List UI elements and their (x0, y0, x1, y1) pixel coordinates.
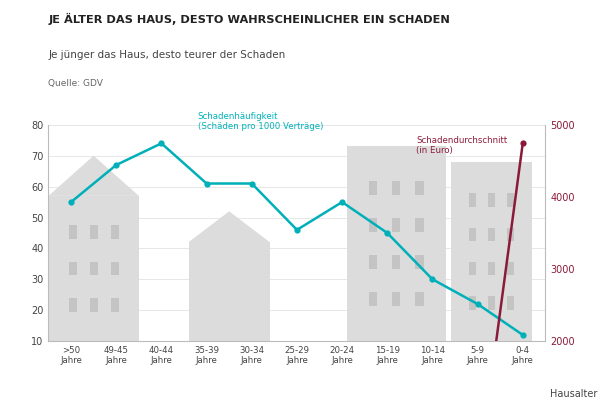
Bar (48, 196, 139, 341)
Polygon shape (48, 156, 139, 196)
Bar (369, 255, 377, 269)
Bar (68, 298, 76, 312)
Bar (488, 296, 494, 310)
Polygon shape (188, 211, 270, 242)
Bar (507, 228, 513, 241)
Bar (369, 181, 377, 195)
Bar (392, 181, 401, 195)
Bar (488, 228, 494, 241)
Text: Schadenhäufigkeit
(Schäden pro 1000 Verträge): Schadenhäufigkeit (Schäden pro 1000 Vert… (198, 111, 323, 131)
Bar (469, 296, 476, 310)
Bar (416, 292, 424, 306)
Bar (507, 296, 513, 310)
Bar (111, 262, 119, 275)
Bar (111, 225, 119, 239)
Bar (90, 262, 98, 275)
Bar (416, 181, 424, 195)
Bar (416, 255, 424, 269)
Bar (90, 298, 98, 312)
Bar (450, 162, 532, 341)
Text: Je jünger das Haus, desto teurer der Schaden: Je jünger das Haus, desto teurer der Sch… (48, 50, 286, 60)
Bar (369, 218, 377, 232)
Bar (488, 262, 494, 275)
Bar (392, 218, 401, 232)
Bar (469, 228, 476, 241)
Bar (392, 255, 401, 269)
Bar (507, 193, 513, 207)
Bar (416, 218, 424, 232)
Bar (392, 292, 401, 306)
Text: Quelle: GDV: Quelle: GDV (48, 79, 104, 88)
Bar (90, 225, 98, 239)
Bar (507, 262, 513, 275)
Bar (469, 193, 476, 207)
Bar (68, 262, 76, 275)
Bar (369, 292, 377, 306)
Text: Schadendurchschnitt
(in Euro): Schadendurchschnitt (in Euro) (416, 136, 507, 155)
Bar (188, 242, 270, 341)
Bar (111, 298, 119, 312)
Text: Hausalter: Hausalter (550, 389, 598, 399)
Text: JE ÄLTER DAS HAUS, DESTO WAHRSCHEINLICHER EIN SCHADEN: JE ÄLTER DAS HAUS, DESTO WAHRSCHEINLICHE… (48, 12, 450, 25)
Bar (469, 262, 476, 275)
Bar (347, 146, 446, 341)
Bar (68, 225, 76, 239)
Bar (488, 193, 494, 207)
